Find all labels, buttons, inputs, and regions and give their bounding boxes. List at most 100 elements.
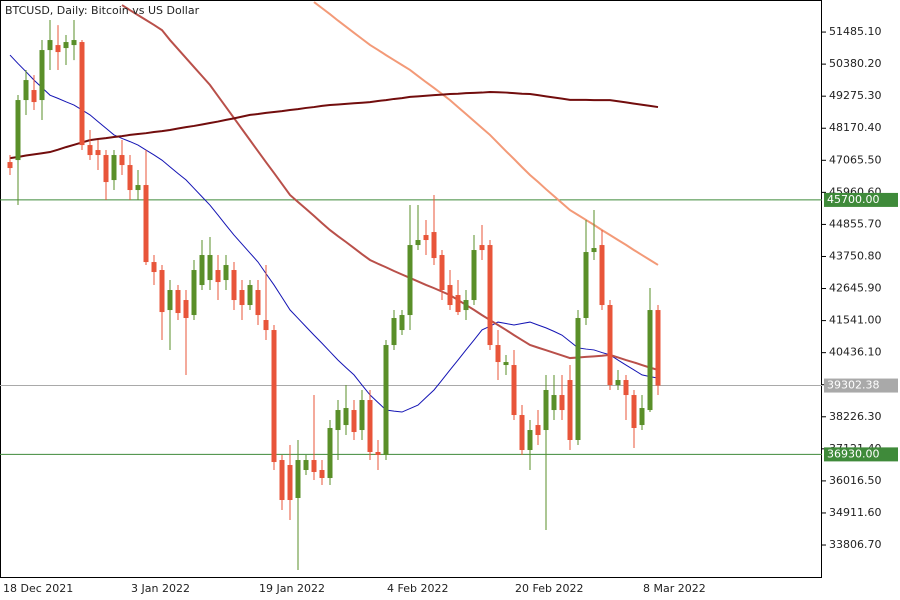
y-tick-label: 42645.90 bbox=[829, 282, 882, 295]
candle-body bbox=[63, 42, 69, 49]
candle-body bbox=[207, 255, 213, 281]
y-tick-label: 49275.30 bbox=[829, 89, 882, 102]
candle-body bbox=[647, 310, 653, 411]
candle-body bbox=[47, 40, 53, 51]
candle-body bbox=[87, 145, 93, 156]
x-tick-label: 20 Feb 2022 bbox=[515, 582, 583, 595]
y-tick-label: 48170.40 bbox=[829, 121, 882, 134]
y-tick-label: 41541.00 bbox=[829, 314, 882, 327]
candle-body bbox=[551, 395, 557, 411]
x-tick-label: 18 Dec 2021 bbox=[3, 582, 73, 595]
candle-body bbox=[183, 300, 189, 319]
candle-body bbox=[423, 235, 429, 241]
candle-body bbox=[415, 240, 421, 246]
candle-body bbox=[479, 245, 485, 251]
x-tick-label: 3 Jan 2022 bbox=[131, 582, 190, 595]
level-box bbox=[824, 192, 898, 207]
candle-body bbox=[127, 165, 133, 191]
candle-body bbox=[191, 270, 197, 316]
candle-body bbox=[39, 50, 45, 101]
candle-body bbox=[431, 232, 437, 259]
candle-body bbox=[79, 42, 85, 146]
candle-body bbox=[7, 162, 13, 169]
candle-body bbox=[319, 470, 325, 479]
candle-body bbox=[591, 248, 597, 253]
candle-body bbox=[455, 295, 461, 313]
candle-body bbox=[71, 40, 77, 46]
y-tick-label: 36016.50 bbox=[829, 474, 882, 487]
candle-body bbox=[535, 425, 541, 436]
candle-body bbox=[543, 390, 549, 431]
candle-body bbox=[623, 380, 629, 396]
y-tick-label: 50380.20 bbox=[829, 57, 882, 70]
candle-body bbox=[447, 285, 453, 306]
candle-body bbox=[335, 410, 341, 431]
candle-body bbox=[639, 408, 645, 426]
candle-body bbox=[279, 460, 285, 501]
candle-body bbox=[327, 428, 333, 479]
candle-body bbox=[295, 460, 301, 499]
candle-body bbox=[55, 45, 61, 53]
candle-body bbox=[111, 155, 117, 181]
candle-body bbox=[351, 410, 357, 433]
candle-body bbox=[495, 345, 501, 363]
plot-layer bbox=[0, 1, 822, 570]
candle-body bbox=[15, 100, 21, 161]
candle-body bbox=[463, 300, 469, 311]
candle-body bbox=[263, 320, 269, 331]
candle-body bbox=[23, 80, 29, 101]
moving-average bbox=[313, 1, 659, 266]
candle-body bbox=[471, 250, 477, 301]
candle-body bbox=[231, 270, 237, 301]
candle-body bbox=[583, 252, 589, 319]
x-tick-label: 4 Feb 2022 bbox=[387, 582, 448, 595]
candle-body bbox=[143, 185, 149, 263]
candle-body bbox=[287, 465, 293, 501]
candle-body bbox=[159, 270, 165, 313]
candle-body bbox=[399, 315, 405, 331]
candle-body bbox=[343, 408, 349, 426]
y-tick-label: 43750.80 bbox=[829, 249, 882, 262]
candle-body bbox=[103, 155, 109, 183]
candle-body bbox=[599, 245, 605, 306]
x-tick-label: 8 Mar 2022 bbox=[643, 582, 706, 595]
level-label: 45700.00 bbox=[827, 193, 880, 206]
chart-title: BTCUSD, Daily: Bitcoin vs US Dollar bbox=[5, 4, 200, 17]
candle-body bbox=[175, 290, 181, 314]
y-tick-label: 40436.10 bbox=[829, 346, 882, 359]
candle-body bbox=[311, 460, 317, 473]
y-tick-label: 44855.70 bbox=[829, 217, 882, 230]
candle-body bbox=[135, 185, 141, 191]
candle-body bbox=[151, 262, 157, 273]
y-tick-label: 34911.60 bbox=[829, 506, 882, 519]
candle-body bbox=[255, 290, 261, 316]
candle-body bbox=[655, 310, 661, 386]
candle-body bbox=[239, 290, 245, 306]
candle-body bbox=[615, 380, 621, 386]
candle-body bbox=[503, 362, 509, 366]
y-tick-label: 47065.50 bbox=[829, 153, 882, 166]
x-tick-label: 19 Jan 2022 bbox=[259, 582, 325, 595]
candle-body bbox=[511, 365, 517, 416]
candle-body bbox=[31, 90, 37, 103]
candle-body bbox=[607, 305, 613, 386]
candle-body bbox=[575, 318, 581, 440]
moving-average bbox=[9, 90, 659, 160]
moving-average bbox=[121, 4, 659, 371]
candle-body bbox=[271, 330, 277, 463]
candle-body bbox=[215, 270, 221, 283]
candle-body bbox=[439, 255, 445, 291]
candle-body bbox=[559, 395, 565, 411]
candle-body bbox=[223, 265, 229, 281]
candle-body bbox=[519, 415, 525, 451]
candle-body bbox=[303, 460, 309, 471]
candle-body bbox=[375, 452, 381, 456]
candle-body bbox=[487, 245, 493, 346]
candle-body bbox=[407, 245, 413, 316]
candle-body bbox=[631, 395, 637, 429]
candle-body bbox=[95, 150, 101, 156]
level-label: 39302.38 bbox=[827, 379, 880, 392]
y-tick-label: 51485.10 bbox=[829, 25, 882, 38]
level-label: 36930.00 bbox=[827, 447, 880, 460]
